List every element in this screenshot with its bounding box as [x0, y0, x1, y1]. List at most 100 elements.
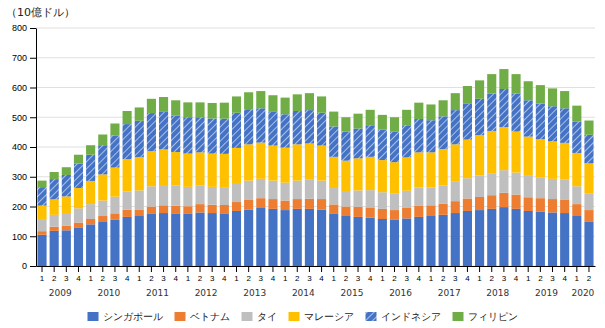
x-tick-mark: [224, 266, 225, 272]
bar: [487, 93, 496, 130]
x-tick-mark: [418, 266, 419, 272]
bar: [366, 190, 375, 207]
bar: [195, 117, 204, 152]
bar: [135, 121, 144, 157]
x-tick-label: 1: [186, 274, 191, 283]
bar: [414, 119, 423, 152]
y-tick-mark: [30, 28, 36, 29]
bar: [135, 157, 144, 190]
x-tick-label: 2: [587, 274, 592, 283]
x-tick-label: 3: [113, 274, 118, 283]
y-tick-label: 700: [12, 53, 27, 63]
x-tick: 1: [575, 266, 580, 283]
grid-line: [36, 117, 595, 118]
x-tick: 2: [149, 266, 154, 283]
bar: [341, 132, 350, 161]
x-tick-mark: [42, 266, 43, 272]
bar: [524, 137, 533, 176]
bar: [317, 209, 326, 266]
bar: [293, 111, 302, 144]
bar: [451, 182, 460, 201]
x-tick-mark: [503, 266, 504, 272]
bar: [475, 197, 484, 210]
bar: [220, 205, 229, 214]
bar: [305, 199, 314, 209]
bar: [584, 163, 593, 193]
bar: [475, 135, 484, 175]
x-tick-mark: [394, 266, 395, 272]
x-tick-label: 3: [550, 274, 555, 283]
x-tick-mark: [576, 266, 577, 272]
x-tick: 3: [550, 266, 555, 283]
x-tick-label: 2: [344, 274, 349, 283]
title: （10億ドル）: [6, 6, 75, 19]
bars: [37, 69, 593, 266]
grid-line: [36, 176, 595, 177]
x-tick: 1: [186, 266, 191, 283]
bar: [256, 179, 265, 198]
bar: [244, 209, 253, 266]
x-tick-label: 3: [502, 274, 507, 283]
x-tick-label: 3: [210, 274, 215, 283]
x-tick: 3: [502, 266, 507, 283]
series-bars: [37, 69, 593, 187]
bar: [110, 168, 119, 197]
bar: [426, 104, 435, 120]
bar: [572, 106, 581, 122]
x-tick: 2: [344, 266, 349, 283]
bar: [183, 214, 192, 266]
bar: [171, 152, 180, 185]
bar: [62, 167, 71, 175]
bar: [439, 185, 448, 203]
bar: [123, 217, 132, 266]
x-tick-label: 2: [149, 274, 154, 283]
year-label: 2016: [389, 288, 412, 298]
bar: [548, 141, 557, 178]
y-axis: 0100200300400500600700800: [12, 23, 37, 271]
x-tick: 1: [40, 266, 45, 283]
bar: [110, 213, 119, 220]
bar: [366, 207, 375, 217]
bar: [281, 98, 290, 115]
x-tick: 3: [404, 266, 409, 283]
x-tick-mark: [588, 266, 589, 272]
y-tick-mark: [30, 58, 36, 59]
x-tick-mark: [200, 266, 201, 272]
bar: [98, 174, 107, 200]
bar: [463, 140, 472, 179]
bar: [402, 157, 411, 190]
bar: [293, 181, 302, 199]
x-tick-mark: [358, 266, 359, 272]
bar: [159, 149, 168, 185]
legend-swatch: [289, 312, 300, 321]
bar: [499, 69, 508, 89]
y-tick: 600: [12, 83, 36, 93]
x-tick-mark: [212, 266, 213, 272]
series-bars: [37, 89, 593, 206]
legend-swatch: [366, 312, 377, 321]
bar: [123, 111, 132, 124]
bar: [86, 145, 95, 155]
bar: [183, 154, 192, 187]
x-tick-label: 3: [453, 274, 458, 283]
bar: [451, 93, 460, 110]
bar: [487, 74, 496, 93]
bar: [62, 213, 71, 225]
bar: [232, 96, 241, 112]
y-tick-label: 100: [12, 232, 27, 242]
x-tick: 4: [319, 266, 324, 283]
bar: [208, 205, 217, 213]
x-tick-label: 4: [368, 274, 373, 283]
bar: [74, 155, 83, 164]
bar: [402, 218, 411, 266]
bar: [390, 194, 399, 210]
bar: [524, 81, 533, 100]
bar: [572, 186, 581, 204]
x-tick-mark: [248, 266, 249, 272]
x-tick-label: 1: [283, 274, 288, 283]
bar: [305, 180, 314, 199]
x-tick: 4: [562, 266, 567, 283]
bar: [378, 192, 387, 209]
bar: [560, 180, 569, 200]
y-tick: 500: [12, 113, 36, 123]
